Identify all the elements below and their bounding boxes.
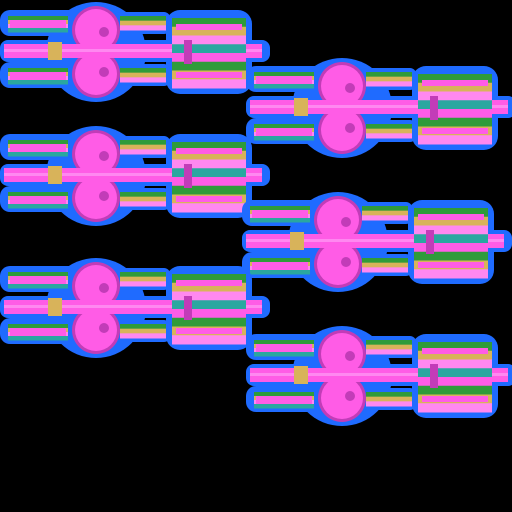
key-sprite-2 [246, 50, 512, 166]
key-sprite-1 [0, 0, 272, 110]
key-sprite-4 [242, 184, 512, 300]
double-key-icon [0, 258, 270, 358]
double-key-icon [242, 192, 512, 292]
key-sprite-6 [246, 318, 512, 434]
key-sprite-5 [0, 250, 272, 366]
double-key-icon [0, 126, 270, 226]
double-key-icon [0, 2, 270, 102]
double-key-icon [246, 326, 512, 426]
double-key-icon [246, 58, 512, 158]
key-sprite-3 [0, 118, 272, 234]
